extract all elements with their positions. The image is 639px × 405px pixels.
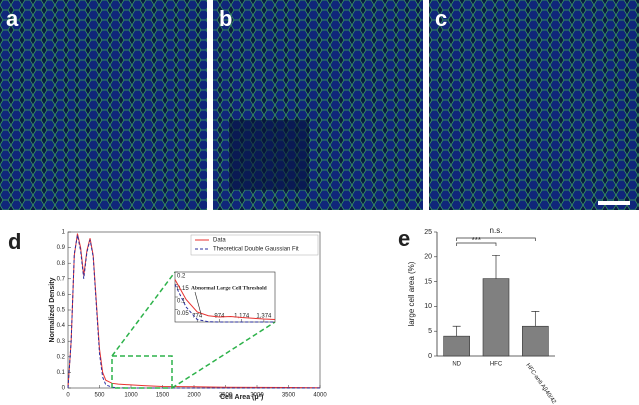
significance-label: *** bbox=[472, 236, 481, 245]
panel-label: e bbox=[398, 226, 410, 251]
y-tick-label: 0.9 bbox=[57, 245, 66, 251]
significance-bracket bbox=[456, 237, 536, 241]
y-tick-label: 0.3 bbox=[57, 339, 66, 345]
zoom-lines bbox=[111, 271, 276, 389]
y-tick-label: 10 bbox=[424, 303, 432, 310]
bar bbox=[482, 278, 510, 357]
x-tick-label: 774 bbox=[192, 314, 203, 320]
legend-label: Data bbox=[213, 238, 226, 244]
x-tick-label: HFC bbox=[490, 362, 503, 368]
x-tick-label: ND bbox=[452, 362, 461, 368]
y-tick-label: 25 bbox=[424, 229, 432, 236]
x-tick-label: 0 bbox=[66, 393, 70, 399]
y-tick-label: 5 bbox=[428, 328, 432, 335]
legend-box bbox=[190, 234, 319, 256]
y-tick-label: 0.5 bbox=[57, 308, 66, 314]
data-line bbox=[67, 233, 321, 389]
y-tick-label: 0 bbox=[428, 353, 432, 360]
y-tick-label: 0 bbox=[62, 386, 66, 392]
annotation-arrow bbox=[194, 291, 202, 315]
y-tick-label: 0.1 bbox=[57, 370, 66, 376]
x-tick-label: 2000 bbox=[187, 393, 201, 399]
micrograph-a bbox=[0, 0, 207, 210]
y-tick-label: 0.2 bbox=[57, 354, 66, 360]
panel-label: b bbox=[219, 6, 232, 31]
y-tick-label: 15 bbox=[424, 278, 432, 285]
y-tick-label: 0.15 bbox=[177, 286, 189, 292]
bar bbox=[443, 335, 470, 357]
y-axis-label: large cell area (%) bbox=[407, 261, 416, 326]
x-tick-label: 500 bbox=[94, 393, 105, 399]
micrograph-b-region bbox=[229, 120, 309, 190]
y-tick-label: 0.05 bbox=[177, 311, 189, 317]
y-tick-label: 0.7 bbox=[57, 276, 66, 282]
x-tick-label: 4000 bbox=[313, 393, 327, 399]
y-tick-label: 0.8 bbox=[57, 261, 66, 267]
scale-bar bbox=[598, 201, 630, 205]
x-tick-label: 1,374 bbox=[256, 314, 272, 320]
y-tick-label: 0.1 bbox=[177, 299, 186, 305]
bar bbox=[522, 325, 549, 357]
x-tick-label: HFC-anti Aβ40/42 bbox=[524, 363, 557, 405]
panel-label: c bbox=[435, 6, 447, 31]
legend-label: Theoretical Double Gaussian Fit bbox=[213, 247, 299, 253]
y-tick-label: 1 bbox=[62, 230, 66, 236]
x-axis-label: Cell Area (μ²) bbox=[220, 394, 263, 401]
x-tick-label: 1500 bbox=[156, 393, 170, 399]
panel-label: d bbox=[8, 229, 21, 254]
error-bar bbox=[452, 325, 461, 337]
significance-label: n.s. bbox=[490, 226, 503, 235]
data-line bbox=[67, 235, 320, 389]
y-tick-label: 0.2 bbox=[177, 274, 186, 280]
data-line bbox=[174, 279, 276, 320]
x-tick-label: 3000 bbox=[250, 393, 264, 399]
x-tick-label: 1000 bbox=[124, 393, 138, 399]
error-bar bbox=[492, 254, 500, 279]
error-bar bbox=[531, 311, 540, 327]
panel-label: a bbox=[6, 6, 19, 31]
significance-bracket bbox=[456, 242, 497, 246]
annotation: Abnormal Large Cell Threshold bbox=[191, 285, 267, 291]
plot-frame bbox=[174, 271, 276, 323]
y-axis-label: Normalized Density bbox=[49, 277, 56, 342]
x-tick-label: 2500 bbox=[219, 393, 233, 399]
micrograph-c bbox=[429, 0, 639, 210]
y-tick-label: 20 bbox=[424, 254, 432, 261]
y-tick-label: 0.4 bbox=[57, 323, 66, 329]
x-tick-label: 3500 bbox=[282, 393, 296, 399]
x-tick-label: 1,174 bbox=[234, 314, 250, 320]
y-tick-label: 0.6 bbox=[57, 292, 66, 298]
